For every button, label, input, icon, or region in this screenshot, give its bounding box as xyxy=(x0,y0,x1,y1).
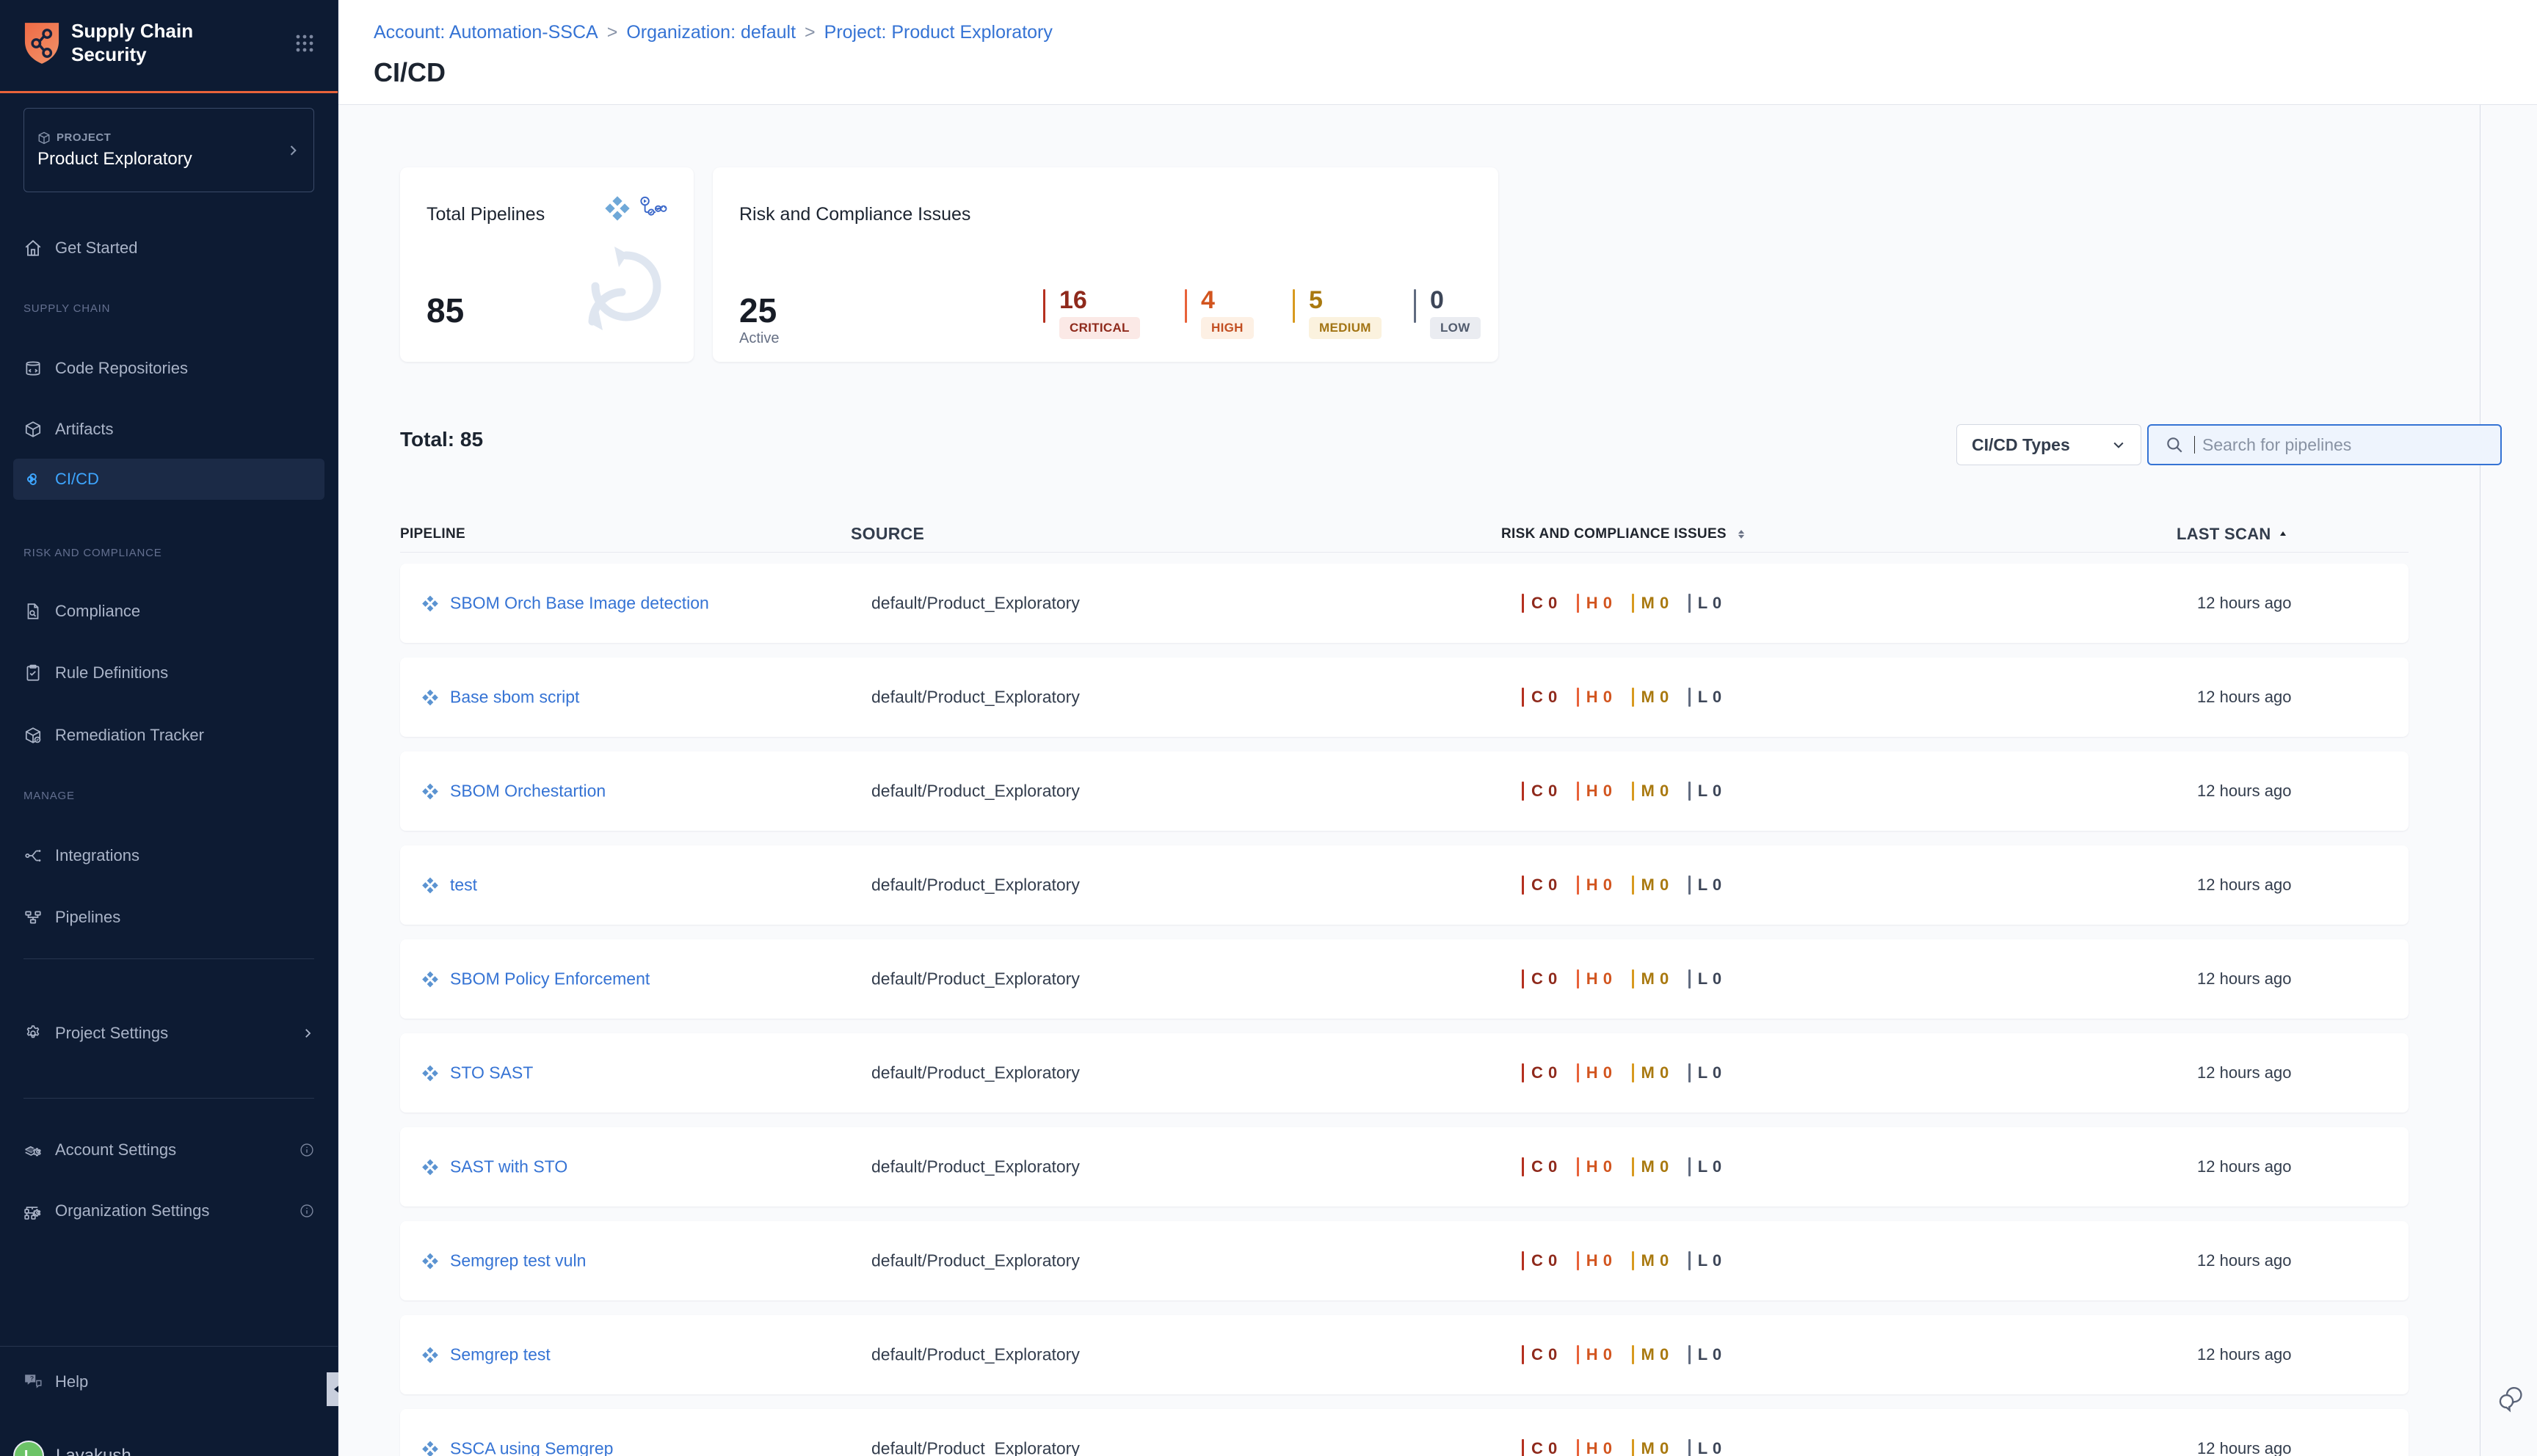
svg-text:?: ? xyxy=(30,1375,34,1382)
